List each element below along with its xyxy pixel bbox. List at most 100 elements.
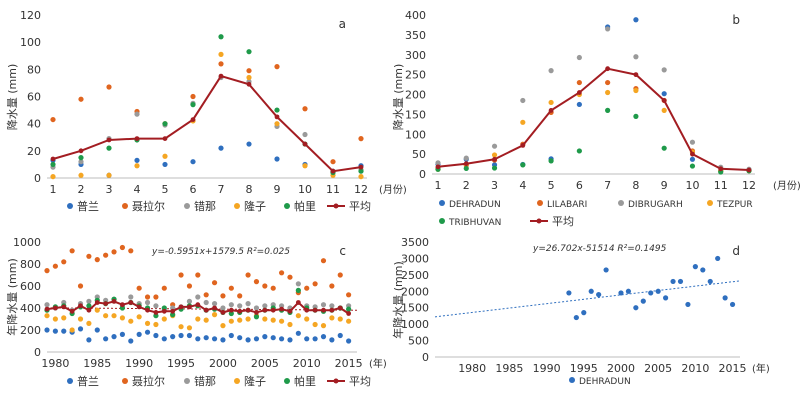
line-point: [262, 307, 268, 313]
line-point: [52, 305, 58, 311]
panel-label: b: [732, 13, 740, 27]
x-tick-label: 12: [354, 183, 368, 196]
data-point: [633, 305, 639, 311]
legend-marker: [707, 200, 713, 206]
x-tick-label: 7: [218, 183, 225, 196]
data-point: [195, 272, 201, 278]
data-point: [685, 301, 691, 308]
data-point: [119, 315, 126, 321]
data-point: [274, 64, 280, 70]
legend-label: 聂拉尔: [132, 199, 165, 213]
data-point: [329, 303, 335, 309]
data-point: [633, 54, 639, 60]
data-point: [106, 145, 112, 151]
data-point: [195, 336, 201, 342]
data-point: [312, 281, 318, 287]
y-tick-label: 0: [34, 346, 41, 359]
y-tick-label: 300: [405, 49, 426, 62]
data-point: [190, 159, 196, 165]
data-point: [588, 288, 594, 294]
line-point: [203, 307, 209, 313]
y-tick-label: 200: [20, 324, 41, 337]
line-point: [61, 304, 67, 310]
data-point: [581, 310, 587, 316]
data-point: [228, 285, 234, 291]
data-point: [358, 168, 364, 174]
data-point: [337, 332, 343, 339]
legend-marker: [569, 377, 575, 383]
data-point: [670, 278, 676, 285]
data-point: [246, 49, 252, 55]
y-tick-label: 400: [405, 9, 426, 22]
line-point: [86, 307, 92, 313]
line-point: [212, 305, 217, 311]
data-point: [262, 283, 268, 289]
data-point: [94, 257, 100, 263]
data-point: [162, 161, 168, 168]
y-tick-label: 50: [412, 148, 426, 161]
data-point: [358, 174, 364, 180]
x-axis-label: (年): [752, 362, 770, 375]
x-tick-label: 1985: [495, 362, 523, 375]
data-point: [61, 259, 67, 265]
legend-marker: [536, 218, 542, 224]
legend-label: 普兰: [77, 199, 99, 213]
legend-label: 平均: [349, 375, 371, 388]
data-point: [270, 285, 276, 291]
data-point: [136, 314, 142, 320]
line-point: [274, 114, 280, 120]
data-point: [153, 303, 159, 309]
data-point: [253, 314, 260, 320]
line-point: [330, 168, 336, 174]
data-point: [228, 318, 234, 324]
data-point: [106, 172, 112, 178]
data-point: [103, 313, 109, 319]
data-point: [69, 327, 75, 333]
data-point: [689, 156, 696, 162]
line-point: [690, 151, 695, 157]
data-point: [136, 331, 142, 337]
data-point: [220, 293, 226, 299]
x-tick-label: 2: [78, 183, 85, 196]
data-point: [190, 93, 196, 100]
line-point: [218, 73, 224, 79]
line-point: [661, 98, 667, 103]
data-point: [153, 321, 159, 328]
data-point: [246, 141, 252, 147]
x-tick-label: 11: [326, 183, 340, 196]
data-point: [134, 157, 140, 163]
data-point: [463, 165, 469, 172]
x-tick-label: 1: [435, 179, 442, 192]
line-point: [304, 307, 310, 313]
data-point: [253, 336, 260, 342]
line-point: [128, 300, 134, 305]
data-point: [661, 67, 667, 73]
x-tick-label: 1995: [570, 362, 598, 375]
data-point: [274, 156, 280, 162]
y-tick-label: 800: [20, 258, 41, 271]
data-point: [94, 327, 100, 333]
legend-label: 平均: [349, 200, 371, 213]
data-point: [576, 101, 582, 108]
data-point: [287, 321, 293, 328]
data-point: [178, 324, 184, 330]
data-point: [78, 159, 84, 165]
data-point: [111, 334, 117, 340]
line-point: [329, 307, 335, 313]
data-point: [50, 161, 56, 168]
series-line-平均: [437, 67, 750, 171]
data-point: [153, 332, 159, 339]
data-point: [648, 290, 654, 296]
data-point: [633, 113, 639, 119]
data-point: [270, 317, 276, 323]
data-point: [245, 301, 251, 307]
legend-marker: [618, 200, 624, 206]
x-axis-label: (月份): [773, 180, 801, 192]
line-point: [492, 156, 497, 162]
line-point: [358, 164, 364, 170]
data-point: [304, 336, 310, 342]
data-point: [186, 283, 193, 289]
data-point: [161, 336, 167, 342]
y-tick-label: 150: [405, 108, 426, 121]
data-point: [605, 107, 611, 113]
